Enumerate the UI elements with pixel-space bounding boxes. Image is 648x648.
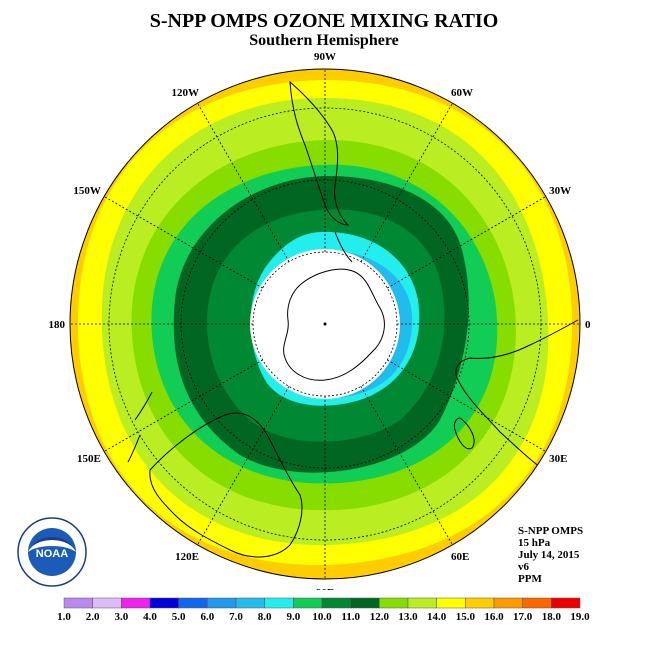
color-scale-tick-label: 19.0 (570, 611, 590, 623)
longitude-label: 180 (49, 319, 66, 331)
color-scale-tick-label: 8.0 (258, 611, 272, 623)
longitude-label: 120W (172, 87, 200, 99)
longitude-label: 30W (549, 185, 571, 197)
meridian-line (387, 196, 547, 289)
color-scale-tick-label: 17.0 (513, 611, 533, 623)
noaa-logo: NOAA (17, 517, 87, 587)
graticule (70, 69, 580, 579)
color-scale-swatch (121, 597, 151, 609)
units-label: PPM (518, 573, 542, 585)
color-scale-swatch (235, 597, 265, 609)
color-scale-swatch (465, 597, 495, 609)
color-scale-swatch (264, 597, 294, 609)
color-scale-tick-label: 1.0 (57, 611, 71, 623)
color-scale-swatch (207, 597, 237, 609)
longitude-label: 30E (549, 453, 567, 465)
longitude-label: 60E (451, 551, 469, 563)
longitude-label: 0 (585, 319, 591, 331)
south-america-outline (289, 80, 350, 226)
longitude-label: 90E (316, 587, 334, 590)
color-scale-tick-label: 9.0 (286, 611, 300, 623)
color-scale-swatch (522, 597, 552, 609)
color-scale-tick-label: 16.0 (484, 611, 504, 623)
product-info: S-NPP OMPS 15 hPa July 14, 2015 v6 PPM (518, 525, 583, 585)
color-scale-tick-label: 18.0 (542, 611, 562, 623)
longitude-label: 150W (73, 185, 101, 197)
color-scale-swatch (350, 597, 380, 609)
madagascar-outline (453, 417, 475, 450)
color-scale-bar: 1.0 2.0 3.0 4.0 5.0 6.0 7.0 8.0 9.0 10.0 11.0 12.0 1… (57, 597, 590, 623)
color-scale-tick-label: 6.0 (200, 611, 214, 623)
color-scale-tick-label: 5.0 (172, 611, 186, 623)
meridian-line (360, 102, 453, 262)
color-scale-tick-label: 13.0 (398, 611, 418, 623)
color-scale-tick-label: 12.0 (370, 611, 390, 623)
australia-outline (149, 412, 303, 558)
color-scale-swatch (407, 597, 437, 609)
new-zealand-outline (127, 391, 153, 463)
longitude-label: 120E (175, 551, 199, 563)
color-scale-swatch (92, 597, 122, 609)
color-scale-swatch (178, 597, 208, 609)
instrument-label: S-NPP OMPS (518, 525, 584, 537)
color-scale-tick-label: 3.0 (114, 611, 128, 623)
color-scale-tick-label: 4.0 (143, 611, 157, 623)
meridian-line (103, 196, 263, 289)
color-scale-tick-label: 2.0 (86, 611, 100, 623)
map-subtitle: Southern Hemisphere (249, 32, 399, 49)
meridian-line (360, 386, 453, 546)
antarctic-peninsula-outline (334, 231, 353, 263)
color-scale-swatch (149, 597, 179, 609)
noaa-logo-text: NOAA (36, 548, 68, 560)
meridian-line (197, 386, 290, 546)
color-scale-tick-label: 10.0 (312, 611, 332, 623)
map-boundary-circle (69, 68, 581, 580)
color-scale-swatch (493, 597, 523, 609)
version-label: v6 (518, 561, 529, 573)
south-pole-marker (323, 322, 327, 326)
meridian-line (103, 359, 263, 452)
ozone-polar-map: 90W 60W 30W 0 30E 60E 90E 120E 150E 180 150W 120W (49, 51, 592, 590)
longitude-label: 90W (314, 51, 336, 63)
africa-outline (455, 319, 579, 481)
longitude-labels: 90W 60W 30W 0 30E 60E 90E 120E 150E 180 150W 120W (49, 51, 592, 590)
color-scale-tick-label: 15.0 (456, 611, 476, 623)
continent-outlines (127, 80, 579, 558)
color-scale-tick-label: 7.0 (229, 611, 243, 623)
meridian-line (197, 102, 290, 262)
map-title: S-NPP OMPS OZONE MIXING RATIO (149, 10, 499, 32)
antarctica-outline (283, 268, 385, 381)
color-scale-tick-label: 11.0 (341, 611, 360, 623)
color-scale-swatch (293, 597, 323, 609)
meridian-line (387, 359, 547, 452)
color-scale-swatch (321, 597, 351, 609)
color-scale-swatch (551, 597, 581, 609)
pressure-level-label: 15 hPa (518, 537, 551, 549)
date-label: July 14, 2015 (518, 549, 580, 561)
color-scale-tick-label: 14.0 (427, 611, 447, 623)
color-scale-swatch (379, 597, 409, 609)
longitude-label: 150E (77, 453, 101, 465)
color-scale-swatch (436, 597, 466, 609)
longitude-label: 60W (451, 87, 473, 99)
color-scale-swatch (63, 597, 93, 609)
